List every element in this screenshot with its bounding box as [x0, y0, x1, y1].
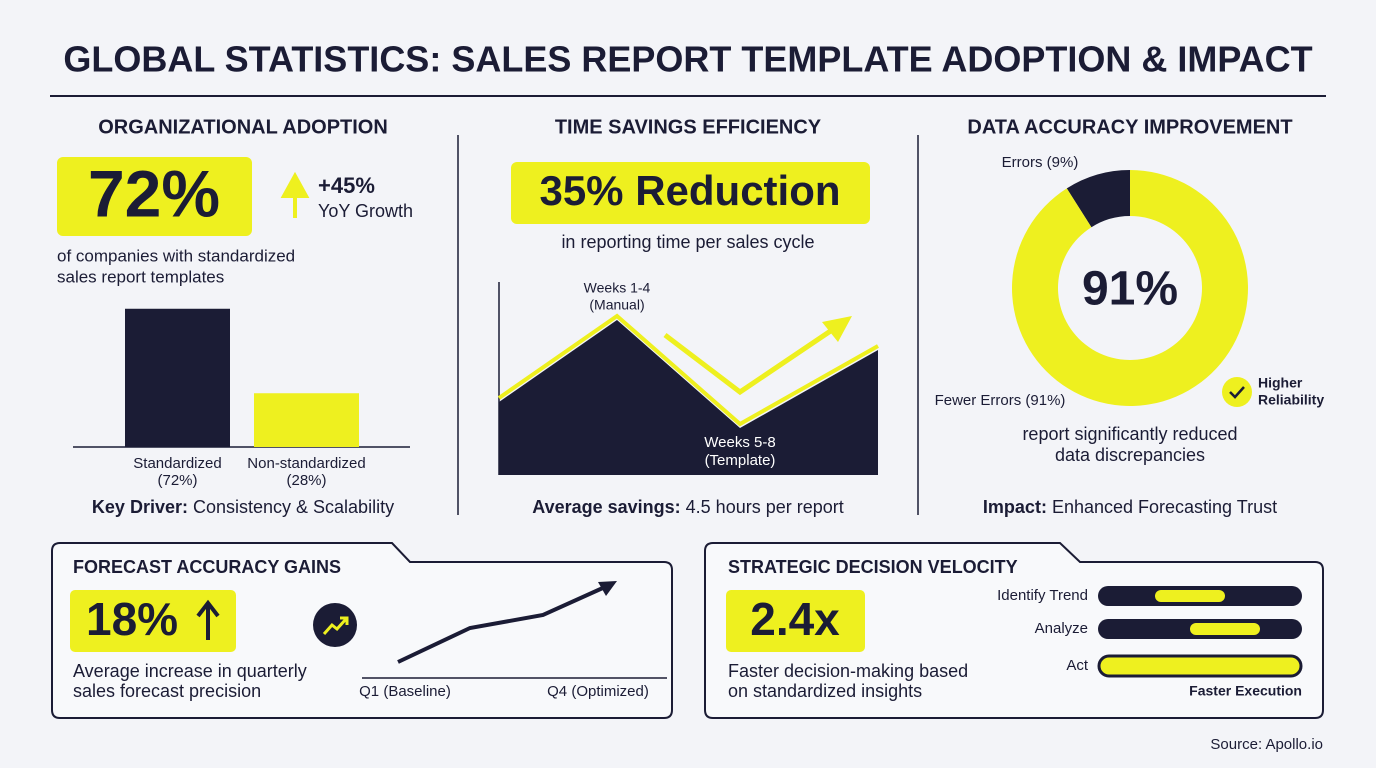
big-stat: 35% Reduction [539, 167, 840, 214]
annotation: Weeks 1-4 [584, 280, 651, 296]
trend-arrow-head [598, 581, 617, 596]
badge-text: Higher [1258, 375, 1303, 391]
footer-key: Impact: [983, 497, 1047, 517]
footer-key: Average savings: [532, 497, 680, 517]
description: on standardized insights [728, 681, 922, 701]
footer: Key Driver: Consistency & Scalability [92, 497, 394, 517]
footer-text: 4.5 hours per report [686, 497, 844, 517]
footer-key: Key Driver: [92, 497, 188, 517]
annotation: Weeks 5-8 [704, 434, 775, 451]
bar [254, 393, 359, 447]
highlight-box [70, 590, 236, 652]
step-label: Act [1066, 657, 1089, 674]
annotation: (Template) [705, 452, 776, 469]
highlight-box [726, 590, 865, 652]
step-label: Analyze [1035, 620, 1088, 637]
progress-fill [1190, 623, 1260, 635]
donut-slice [1011, 170, 1248, 406]
bar-value-label: (72%) [157, 472, 197, 489]
center-label: 91% [1082, 263, 1178, 316]
source: Source: Apollo.io [1210, 736, 1323, 753]
trend-arrow [663, 327, 834, 396]
progress-fill [1155, 590, 1225, 602]
footer-text: Enhanced Forecasting Trust [1052, 497, 1277, 517]
big-stat: 18% [86, 593, 178, 645]
axis-label: Q4 (Optimized) [547, 683, 649, 700]
axis-label: Q1 (Baseline) [359, 683, 451, 700]
trend-icon [313, 603, 357, 647]
slice-label: Errors (9%) [1002, 154, 1079, 171]
description: in reporting time per sales cycle [561, 232, 814, 252]
description: report significantly reduced [1022, 424, 1237, 444]
trend-line [397, 585, 606, 664]
description: data discrepancies [1055, 445, 1205, 465]
heading: FORECAST ACCURACY GAINS [73, 557, 341, 577]
slice-label: Fewer Errors (91%) [935, 392, 1066, 409]
progress-track [1097, 654, 1303, 678]
bar-category: Non-standardized [247, 455, 365, 472]
heading: ORGANIZATIONAL ADOPTION [98, 116, 388, 138]
donut-slice [1066, 170, 1130, 228]
up-arrow [280, 171, 310, 218]
footer: Impact: Enhanced Forecasting Trust [983, 497, 1277, 517]
growth: +45% [318, 173, 375, 198]
description: sales report templates [57, 267, 224, 286]
area-shape [499, 320, 878, 475]
up-arrow [196, 599, 220, 640]
description: Average increase in quarterly [73, 661, 307, 681]
description: sales forecast precision [73, 681, 261, 701]
badge-text: Reliability [1258, 392, 1324, 408]
title: GLOBAL STATISTICS: SALES REPORT TEMPLATE… [63, 39, 1312, 80]
growth-label: YoY Growth [318, 201, 413, 221]
big-stat: 2.4x [750, 593, 840, 645]
annotation: (Manual) [589, 297, 644, 313]
footer-text: Consistency & Scalability [193, 497, 394, 517]
description: Faster decision-making based [728, 661, 968, 681]
bar-value-label: (28%) [286, 472, 326, 489]
bar [125, 308, 230, 447]
panel [51, 542, 673, 719]
bar-category: Standardized [133, 455, 221, 472]
heading: TIME SAVINGS EFFICIENCY [555, 116, 822, 138]
caption: Faster Execution [1189, 683, 1302, 699]
check-mark [1229, 386, 1245, 399]
check-badge [1222, 377, 1252, 407]
footer: Average savings: 4.5 hours per report [532, 497, 844, 517]
heading: DATA ACCURACY IMPROVEMENT [967, 116, 1292, 138]
big-stat: 72% [88, 156, 220, 230]
highlight-box [511, 162, 870, 224]
trend-arrow-head [822, 316, 852, 342]
description: of companies with standardized [57, 246, 295, 265]
trend-icon-arrow [322, 616, 349, 635]
area-edge [497, 313, 879, 427]
step-label: Identify Trend [997, 587, 1088, 604]
highlight-box [57, 157, 252, 236]
heading: STRATEGIC DECISION VELOCITY [728, 557, 1018, 577]
